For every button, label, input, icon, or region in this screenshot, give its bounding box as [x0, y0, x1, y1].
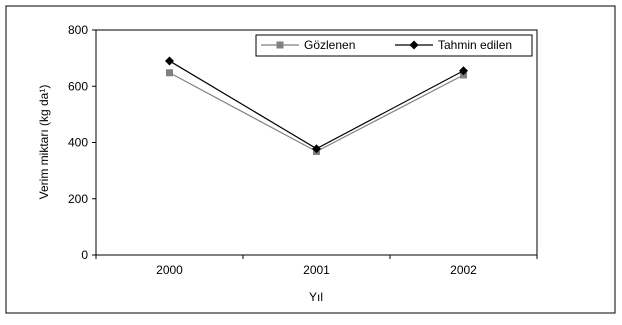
legend-label-tahmin-edilen: Tahmin edilen	[438, 38, 512, 52]
legend-marker-gozlenen	[276, 41, 284, 49]
y-axis-title: Verim miktarı (kg da¹)	[37, 85, 51, 200]
y-tick-label: 200	[68, 192, 88, 206]
series-point-tahmin-edilen	[459, 66, 468, 76]
x-tick-label: 2002	[450, 263, 477, 277]
legend-marker-tahmin-edilen	[409, 40, 419, 50]
series-point-gozlenen	[166, 69, 173, 77]
plot-area	[95, 29, 538, 256]
y-tick-label: 0	[81, 248, 88, 262]
legend: Gözlenen Tahmin edilen	[255, 34, 533, 57]
series-point-tahmin-edilen	[312, 144, 321, 154]
x-tick-label: 2000	[156, 263, 183, 277]
x-tick-label: 2001	[303, 263, 330, 277]
legend-box	[255, 34, 533, 57]
series-point-tahmin-edilen	[165, 56, 174, 66]
y-tick-label: 800	[68, 23, 88, 37]
y-tick-label: 400	[68, 136, 88, 150]
series-layer	[165, 56, 468, 155]
x-axis: 2000 2001 2002	[95, 255, 538, 277]
x-axis-title: Yıl	[309, 290, 323, 304]
y-tick-label: 600	[68, 79, 88, 93]
y-axis: 0 200 400 600 800	[68, 23, 96, 262]
legend-label-gozlenen: Gözlenen	[304, 38, 355, 52]
